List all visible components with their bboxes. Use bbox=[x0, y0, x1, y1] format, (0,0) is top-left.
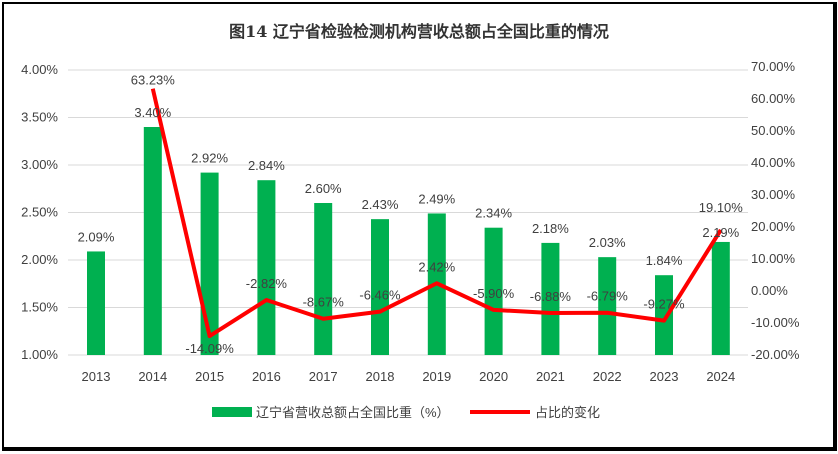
line-data-label: -6.88% bbox=[530, 289, 572, 304]
x-axis-tick: 2013 bbox=[82, 369, 111, 384]
x-axis-tick: 2024 bbox=[706, 369, 735, 384]
x-axis-tick: 2022 bbox=[593, 369, 622, 384]
line-data-label: -2.82% bbox=[246, 276, 288, 291]
x-axis-tick: 2020 bbox=[479, 369, 508, 384]
bar-data-label: 2.43% bbox=[362, 197, 399, 212]
bar bbox=[655, 275, 673, 355]
right-axis-tick: 60.00% bbox=[751, 91, 796, 106]
x-axis-tick: 2023 bbox=[650, 369, 679, 384]
x-axis-tick: 2021 bbox=[536, 369, 565, 384]
right-axis-tick: 50.00% bbox=[751, 123, 796, 138]
bar-data-label: 2.09% bbox=[78, 229, 115, 244]
bar-data-label: 2.92% bbox=[191, 151, 228, 166]
line-data-label: -6.79% bbox=[587, 289, 629, 304]
bar bbox=[314, 203, 333, 355]
x-axis-tick: 2017 bbox=[309, 369, 338, 384]
bar-data-label: 2.60% bbox=[305, 181, 342, 196]
bar bbox=[484, 227, 503, 355]
bar bbox=[257, 180, 276, 355]
right-axis-tick: 30.00% bbox=[751, 187, 796, 202]
x-axis-tick: 2018 bbox=[366, 369, 395, 384]
left-axis-tick: 4.00% bbox=[21, 62, 58, 77]
bar bbox=[541, 242, 560, 355]
left-axis-tick: 3.00% bbox=[21, 157, 58, 172]
left-axis-tick: 1.50% bbox=[21, 300, 58, 315]
line-data-label: -6.46% bbox=[359, 288, 401, 303]
x-axis-tick: 2016 bbox=[252, 369, 281, 384]
left-axis-tick: 2.00% bbox=[21, 252, 58, 267]
left-axis-tick: 3.50% bbox=[21, 110, 58, 125]
bar-data-label: 2.19% bbox=[702, 225, 739, 240]
left-axis-tick: 1.00% bbox=[21, 347, 58, 362]
bar bbox=[711, 241, 730, 355]
legend-bar-label: 辽宁省营收总额占全国比重（%） bbox=[256, 405, 450, 420]
x-axis-tick: 2014 bbox=[138, 369, 167, 384]
right-axis-tick: -10.00% bbox=[751, 315, 800, 330]
change-line bbox=[150, 88, 723, 339]
right-axis-tick: -20.00% bbox=[751, 347, 800, 362]
right-axis-tick: 70.00% bbox=[751, 59, 796, 74]
bar bbox=[598, 257, 617, 355]
right-axis-tick: 0.00% bbox=[751, 283, 788, 298]
bar-data-label: 2.18% bbox=[532, 221, 569, 236]
chart-title: 图14 辽宁省检验检测机构营收总额占全国比重的情况 bbox=[229, 22, 609, 41]
line-data-label: -14.09% bbox=[185, 341, 234, 356]
line-data-label: 2.42% bbox=[418, 259, 455, 274]
line-data-label: 63.23% bbox=[131, 73, 176, 88]
bar-data-label: 2.03% bbox=[589, 235, 626, 250]
bar bbox=[87, 251, 105, 355]
bar bbox=[371, 219, 389, 355]
right-axis-tick: 10.00% bbox=[751, 251, 796, 266]
right-axis-tick: 20.00% bbox=[751, 219, 796, 234]
bar-data-label: 3.40% bbox=[134, 105, 171, 120]
right-axis-tick: 40.00% bbox=[751, 155, 796, 170]
bar bbox=[143, 127, 162, 355]
line-data-label: -8.67% bbox=[303, 295, 345, 310]
legend-line-label: 占比的变化 bbox=[535, 405, 600, 420]
line-data-label: -9.27% bbox=[643, 297, 685, 312]
x-axis-tick: 2019 bbox=[422, 369, 451, 384]
line-data-label: 19.10% bbox=[699, 200, 744, 215]
bar-data-label: 2.49% bbox=[418, 191, 455, 206]
left-axis-tick: 2.50% bbox=[21, 205, 58, 220]
bar-data-label: 2.34% bbox=[475, 206, 512, 221]
x-axis-tick: 2015 bbox=[195, 369, 224, 384]
bar-data-label: 2.84% bbox=[248, 158, 285, 173]
legend-bar-swatch bbox=[212, 407, 252, 417]
bar-data-label: 1.84% bbox=[646, 253, 683, 268]
line-data-label: -5.90% bbox=[473, 286, 515, 301]
